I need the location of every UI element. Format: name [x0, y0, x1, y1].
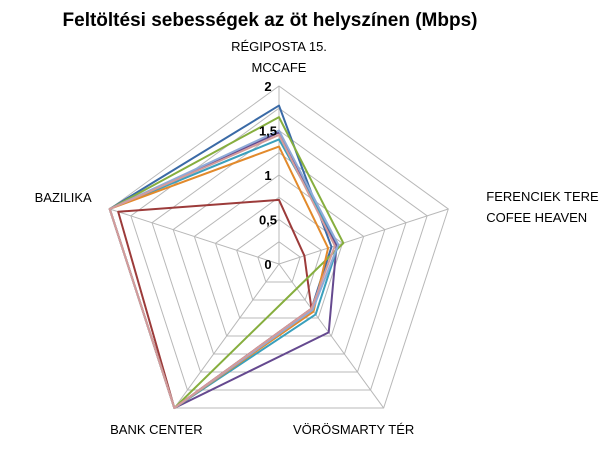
tick-label: 2 [264, 79, 271, 94]
tick-label: 1 [264, 168, 271, 183]
chart-title: Feltöltési sebességek az öt helyszínen (… [62, 10, 478, 31]
grid-ring [236, 218, 322, 301]
series-line-8 [108, 133, 336, 410]
grid-ring [172, 152, 386, 355]
category-label: VÖRÖSMARTY TÉR [293, 422, 414, 437]
category-label-line: BAZILIKA [35, 190, 92, 205]
category-label-line: VÖRÖSMARTY TÉR [293, 422, 414, 437]
category-label: FERENCIEK TERE COFEE HEAVEN [486, 189, 599, 225]
grid-spoke [173, 263, 280, 409]
category-label: BAZILIKA [35, 190, 92, 205]
tick-label: 1,5 [259, 124, 277, 139]
tick-label: 0,5 [259, 213, 277, 228]
category-label: BANK CENTER [110, 422, 202, 437]
category-label-line: COFEE HEAVEN [486, 210, 587, 225]
category-label-line: MCCAFE [252, 60, 307, 75]
series-line-4 [108, 131, 338, 410]
category-label-line: BANK CENTER [110, 422, 202, 437]
category-label-line: FERENCIEK TERE [486, 189, 599, 204]
series-line-2 [117, 198, 313, 410]
tick-label: 0 [264, 257, 271, 272]
category-label-line: RÉGIPOSTA 15. [231, 39, 327, 54]
series-layer [108, 104, 345, 410]
series-line-3 [108, 116, 345, 410]
grid-ring [109, 85, 449, 409]
grid-ring [257, 241, 301, 283]
label-layer: 0 0,5 1 1,5 2 RÉGIPOSTA 15. MCCAFE FERENCIEK TE… [35, 39, 599, 437]
grid-spoke [278, 208, 449, 265]
grid-spoke [109, 208, 280, 265]
grid-ring [130, 107, 428, 391]
category-label: RÉGIPOSTA 15. MCCAFE [231, 39, 327, 75]
